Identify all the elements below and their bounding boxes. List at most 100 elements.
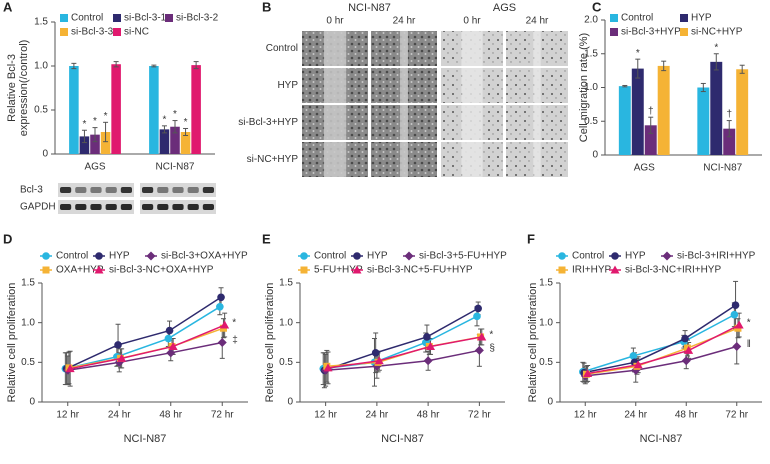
scratch-gap <box>461 31 483 66</box>
legend-label: si-NC+HYP <box>691 27 743 38</box>
blot-band <box>75 187 87 193</box>
legend-label: IRI+HYP <box>572 265 612 276</box>
y-tick-label: 0.5 <box>279 357 293 368</box>
x-tick-label: 72 hr <box>211 410 234 421</box>
bar <box>736 69 749 155</box>
legend-swatch <box>113 28 121 36</box>
bar <box>657 65 670 155</box>
legend-label: OXA+HYP <box>56 265 104 276</box>
marker <box>166 348 176 358</box>
y-tick-label: 0.5 <box>584 116 598 127</box>
legend-label: si-Bcl-3+5-FU+HYP <box>419 251 507 262</box>
x-axis-title: NCI-N87 <box>640 433 683 445</box>
row-label: HYP <box>277 80 298 91</box>
y-axis-title: Relative Bcl-3 <box>6 54 18 122</box>
legend-label: Control <box>621 13 653 24</box>
legend-label: si-Bcl-3-3 <box>71 27 114 38</box>
blot-label: Bcl-3 <box>20 185 43 196</box>
marker <box>684 345 694 354</box>
marker <box>633 360 643 369</box>
time-label: 24 hr <box>526 16 549 27</box>
legend-swatch <box>610 28 618 36</box>
significance-mark: * <box>93 116 97 127</box>
bar <box>618 86 631 155</box>
blot-band <box>142 204 154 210</box>
y-tick-label: 2.0 <box>584 15 598 26</box>
marker <box>683 344 691 352</box>
marker <box>474 345 484 355</box>
significance-mark: * <box>232 318 236 329</box>
blot-band <box>157 204 169 210</box>
legend-swatch <box>165 14 173 22</box>
x-tick-label: 48 hr <box>417 410 440 421</box>
marker <box>734 320 744 329</box>
marker <box>65 364 75 373</box>
marker <box>114 341 122 349</box>
marker <box>217 338 227 347</box>
scratch-gap <box>533 68 541 103</box>
scratch-gap <box>461 105 483 140</box>
marker <box>583 368 593 377</box>
scratch-gap <box>400 142 408 177</box>
row-label: si-Bcl-3+HYP <box>238 117 298 128</box>
marker <box>95 252 103 260</box>
series-line <box>327 336 482 369</box>
marker <box>217 293 225 302</box>
marker <box>477 332 487 341</box>
series-line <box>67 341 223 372</box>
series-line <box>324 307 479 371</box>
legend-label: si-Bcl-3-2 <box>176 13 219 24</box>
panel-label: C <box>592 0 602 14</box>
legend-label: si-Bcl-3-NC+OXA+HYP <box>109 265 214 276</box>
series-line <box>587 324 740 375</box>
x-tick-label: 72 hr <box>468 410 491 421</box>
y-tick-label: 0.5 <box>21 357 35 368</box>
panel-label: A <box>3 0 13 14</box>
x-tick-label: 12 hr <box>56 410 79 421</box>
scratch-gap <box>400 31 408 66</box>
x-tick-label: 72 hr <box>725 410 748 421</box>
x-tick-label: AGS <box>84 162 105 173</box>
y-tick-label: 1.0 <box>21 317 35 328</box>
group-title: NCI-N87 <box>348 2 391 14</box>
x-tick-label: 24 hr <box>365 410 388 421</box>
scratch-gap <box>461 68 483 103</box>
marker <box>165 326 174 335</box>
significance-mark: * <box>184 117 188 128</box>
y-axis-title: expression(/control) <box>18 40 30 137</box>
bar <box>79 136 90 154</box>
scratch-gap <box>400 105 408 140</box>
legend-swatch <box>680 14 688 22</box>
scratch-gap <box>533 31 541 66</box>
marker <box>164 334 173 343</box>
panel-label: E <box>262 231 271 246</box>
y-axis-title: Cell migration rate (%) <box>578 33 590 142</box>
bar <box>710 61 723 155</box>
legend-swatch <box>60 28 68 36</box>
legend-swatch <box>610 14 618 22</box>
significance-mark: * <box>636 48 640 59</box>
scratch-gap <box>400 68 408 103</box>
marker <box>426 341 436 350</box>
blot-band <box>202 187 214 193</box>
x-tick-label: 48 hr <box>675 410 698 421</box>
y-tick-label: 1.0 <box>34 61 48 72</box>
marker <box>42 266 50 274</box>
y-tick-label: 1.0 <box>584 82 598 93</box>
bar <box>149 66 159 154</box>
blot-band <box>172 187 184 193</box>
blot-band <box>187 187 199 193</box>
x-axis-title: NCI-N87 <box>381 433 424 445</box>
marker <box>220 320 230 329</box>
x-tick-label: AGS <box>634 163 655 174</box>
significance-mark: ‡ <box>232 335 238 346</box>
marker <box>216 303 224 311</box>
y-tick-label: 1.5 <box>21 278 35 289</box>
y-tick-label: 1.5 <box>539 278 553 289</box>
marker <box>300 266 308 274</box>
panel-label: B <box>262 0 271 14</box>
x-tick-label: 12 hr <box>574 410 597 421</box>
bar <box>170 126 180 154</box>
significance-mark: * <box>714 42 718 53</box>
